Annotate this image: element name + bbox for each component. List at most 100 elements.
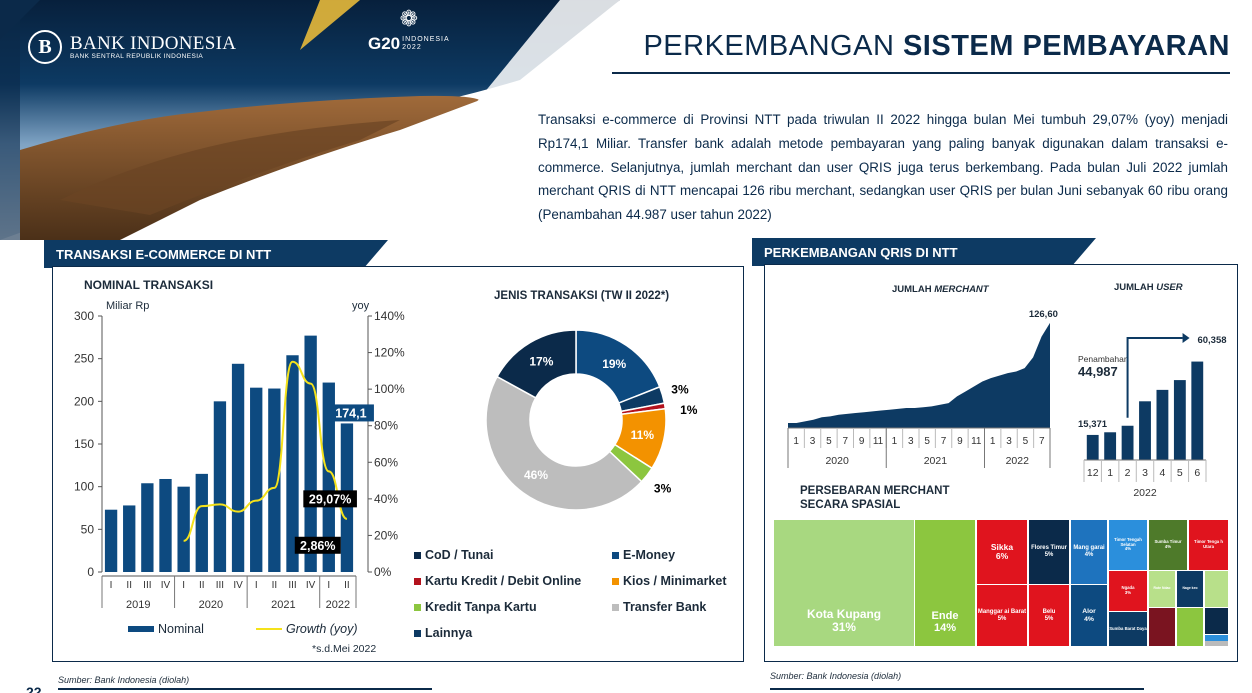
legend-nominal-swatch bbox=[128, 626, 154, 632]
g20-logo: ❁ G20 INDONESIA 2022 bbox=[368, 4, 450, 54]
nominal-annotation-label: 174,1 bbox=[335, 406, 366, 420]
nominal-xtick-label: IV bbox=[233, 580, 243, 591]
page-title-bold: SISTEM PEMBAYARAN bbox=[902, 30, 1230, 62]
user-first-label: 15,371 bbox=[1078, 419, 1108, 430]
legend-growth-label: Growth (yoy) bbox=[286, 622, 358, 636]
treemap-cell-name: Sumba Barat Daya bbox=[1109, 625, 1147, 631]
nominal-y2tick-label: 120% bbox=[374, 346, 405, 360]
treemap-cell: Sikka 6% bbox=[977, 520, 1027, 584]
nominal-bar bbox=[231, 363, 245, 572]
nominal-xtick-label: II bbox=[272, 580, 278, 591]
treemap-cell-name: Rote Ndao bbox=[1153, 586, 1171, 591]
user-chart-title: JUMLAH USER bbox=[1114, 282, 1183, 293]
treemap-cell-pct: 4% bbox=[1164, 544, 1172, 549]
pie-legend-item: Transfer Bank bbox=[612, 600, 706, 614]
legend-nominal: Nominal bbox=[128, 622, 204, 636]
nominal-ytick-label: 0 bbox=[87, 565, 94, 579]
landscape-image bbox=[0, 0, 620, 240]
donut-slice-label: 11% bbox=[631, 428, 655, 442]
donut-slice bbox=[485, 375, 643, 511]
treemap-cell-pct: 4% bbox=[1124, 546, 1132, 552]
merchant-year-label: 2022 bbox=[1006, 455, 1030, 467]
treemap-cell-name: Belu bbox=[1042, 608, 1056, 615]
treemap-cell-name: Flores Timur bbox=[1031, 545, 1067, 552]
treemap-cell: Nage keo bbox=[1177, 571, 1203, 607]
donut-slice-label: 3% bbox=[671, 383, 689, 397]
pie-legend-label: Kartu Kredit / Debit Online bbox=[425, 574, 582, 588]
g20-emblem-icon: ❁ bbox=[399, 6, 419, 31]
merchant-xtick-label: 9 bbox=[957, 436, 963, 447]
treemap-cell-pct: 31% bbox=[832, 619, 856, 634]
nominal-bar bbox=[123, 505, 136, 572]
pie-legend-item: Kartu Kredit / Debit Online bbox=[414, 574, 581, 588]
nominal-chart-title: NOMINAL TRANSAKSI bbox=[84, 278, 214, 292]
nominal-ytick-label: 150 bbox=[74, 437, 94, 451]
treemap-cell: Alor 4% bbox=[1071, 585, 1107, 646]
page-title: PERKEMBANGAN SISTEM PEMBAYARAN bbox=[643, 30, 1230, 63]
donut-slice-label: 3% bbox=[654, 482, 672, 496]
treemap-minor-cell bbox=[1205, 641, 1228, 646]
donut-slice-label: 17% bbox=[529, 354, 553, 368]
treemap-cell: Sumba Timur 4% bbox=[1149, 520, 1187, 570]
page-title-regular: PERKEMBANGAN bbox=[643, 30, 903, 62]
pie-legend-swatch bbox=[414, 629, 421, 637]
treemap-cell-name: Manggar ai Barat bbox=[977, 608, 1027, 615]
user-title-regular: JUMLAH bbox=[1114, 282, 1157, 293]
merchant-xtick-label: 11 bbox=[873, 436, 884, 447]
g20-country: INDONESIA bbox=[402, 36, 450, 43]
nominal-year-label: 2021 bbox=[271, 599, 295, 611]
nominal-bar bbox=[195, 473, 208, 572]
merchant-xtick-label: 5 bbox=[826, 436, 832, 447]
nominal-xtick-label: IV bbox=[161, 580, 171, 591]
nominal-xtick-label: III bbox=[216, 580, 224, 591]
user-xtick-label: 3 bbox=[1142, 467, 1148, 479]
nominal-year-label: 2022 bbox=[326, 599, 350, 611]
right-source-note: Sumber: Bank Indonesia (diolah) bbox=[770, 671, 902, 681]
treemap-cell: Flores Timur 5% bbox=[1029, 520, 1069, 584]
merchant-treemap: Kota Kupang 31% Ende 14% Sikka 6% Manggar ai B… bbox=[774, 520, 1228, 646]
treemap-cell-name: Kota Kupang bbox=[807, 606, 881, 621]
nominal-annotation-box bbox=[327, 404, 374, 422]
treemap-minor-cell bbox=[1205, 635, 1228, 641]
nominal-bar bbox=[159, 478, 172, 572]
pie-legend-swatch bbox=[414, 551, 421, 559]
user-bar bbox=[1086, 434, 1099, 460]
bank-name: BANK INDONESIA bbox=[70, 32, 237, 54]
donut-slice-label: 1% bbox=[680, 403, 698, 417]
page-number: 22 bbox=[26, 684, 42, 693]
user-added-caption: Penambahan bbox=[1078, 354, 1129, 364]
left-source-note: Sumber: Bank Indonesia (diolah) bbox=[58, 675, 190, 685]
intro-paragraph: Transaksi e-commerce di Provinsi NTT pad… bbox=[538, 112, 1228, 223]
pie-legend-label: Kredit Tanpa Kartu bbox=[425, 600, 537, 614]
merchant-xtick-label: 1 bbox=[793, 436, 799, 447]
merchant-xtick-label: 7 bbox=[1039, 436, 1045, 447]
nominal-xtick-label: IV bbox=[306, 580, 316, 591]
treemap-cell: Manggar ai Barat 5% bbox=[977, 585, 1027, 646]
treemap-cell-pct: 4% bbox=[1084, 552, 1094, 558]
treemap-cell-pct: 5% bbox=[997, 615, 1007, 622]
user-bar bbox=[1104, 432, 1117, 460]
treemap-cell: Timor Tengah Selatan 4% bbox=[1109, 520, 1147, 570]
treemap-minor-cell bbox=[1177, 608, 1203, 646]
pie-legend-swatch bbox=[414, 603, 421, 611]
legend-nominal-label: Nominal bbox=[158, 622, 204, 636]
nominal-ylabel: Miliar Rp bbox=[106, 300, 150, 312]
legend-growth-swatch bbox=[256, 628, 282, 630]
user-bar bbox=[1156, 389, 1169, 460]
bank-subtitle: BANK SENTRAL REPUBLIK INDONESIA bbox=[70, 52, 204, 60]
user-xtick-label: 12 bbox=[1087, 467, 1099, 479]
pie-legend-item: Lainnya bbox=[414, 626, 472, 640]
treemap-cell-name: Timor Tengah Selatan bbox=[1114, 536, 1142, 547]
nominal-y2tick-label: 20% bbox=[374, 528, 398, 542]
treemap-cell-name: Alor bbox=[1082, 608, 1096, 616]
nominal-ytick-label: 100 bbox=[74, 480, 94, 494]
merchant-chart-title: JUMLAH MERCHANT bbox=[892, 284, 989, 295]
nominal-bar bbox=[250, 387, 263, 572]
donut-slice bbox=[496, 329, 577, 399]
ecommerce-section-banner: TRANSAKSI E-COMMERCE DI NTT bbox=[44, 240, 388, 268]
nominal-xtick-label: I bbox=[110, 580, 113, 591]
merchant-xtick-label: 3 bbox=[908, 436, 914, 447]
pie-chart-title: JENIS TRANSAKSI (TW II 2022*) bbox=[494, 290, 670, 302]
pie-legend-label: Lainnya bbox=[425, 626, 473, 640]
treemap-cell-pct: 4% bbox=[1084, 615, 1094, 623]
